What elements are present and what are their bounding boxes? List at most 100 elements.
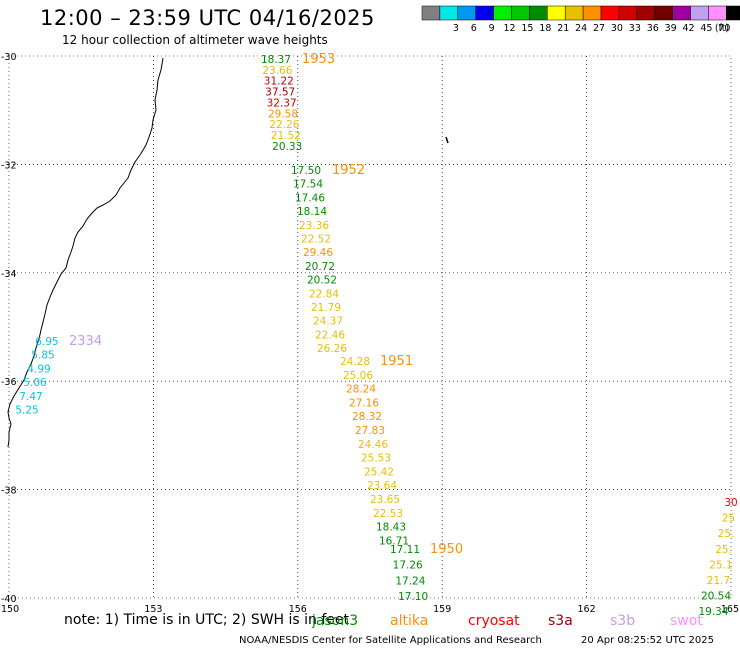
- wave-height-value: 25.: [718, 528, 735, 540]
- footer-note: note: 1) Time is in UTC; 2) SWH is in fe…: [64, 612, 350, 628]
- legend-swatch: [726, 5, 740, 21]
- wave-height-value: 20.52: [307, 275, 337, 287]
- wave-height-value: 5.85: [31, 350, 54, 362]
- legend-tick-label: 70: [718, 23, 730, 34]
- wave-height-value: 17.50: [291, 165, 321, 177]
- small-island: [445, 136, 449, 144]
- legend-swatch: [421, 5, 441, 21]
- wave-height-value: 23.64: [367, 480, 397, 492]
- wave-height-value: 21.79: [311, 302, 341, 314]
- wave-height-value: 23.65: [370, 494, 400, 506]
- wave-height-value: 18.14: [297, 206, 327, 218]
- satellite-s3b: s3b: [610, 613, 636, 629]
- chart-title: 12:00 – 23:59 UTC 04/16/2025: [40, 6, 375, 30]
- latitude-tick-label: -34: [1, 269, 17, 280]
- legend-swatch: [636, 5, 655, 21]
- legend-unit: (ft): [715, 23, 729, 34]
- wave-height-value: 23.36: [299, 220, 329, 232]
- wave-height-value: 30: [724, 497, 737, 509]
- legend-tick-label: 39: [665, 23, 677, 34]
- wave-height-value: 17.54: [293, 179, 323, 191]
- wave-height-value: 21.52: [271, 130, 301, 142]
- wave-height-value: 23.66: [262, 65, 292, 77]
- chart-subtitle: 12 hour collection of altimeter wave hei…: [62, 33, 328, 47]
- wave-height-value: 25.: [715, 544, 732, 556]
- legend-tick-label: 15: [521, 23, 533, 34]
- wave-height-value: 27.16: [349, 397, 379, 409]
- legend-swatch: [529, 5, 548, 21]
- wave-height-value: 25: [722, 513, 735, 525]
- satellite-jason3: jason3: [312, 613, 359, 629]
- legend-swatch: [582, 5, 602, 21]
- legend-swatch: [564, 5, 584, 21]
- wave-height-value: 20.33: [272, 141, 302, 153]
- legend-tick-label: 21: [557, 23, 569, 34]
- longitude-tick-label: 156: [289, 604, 307, 615]
- wave-height-value: 16.71: [379, 535, 409, 547]
- wave-height-value: 29.46: [303, 247, 333, 259]
- satellite-s3a: s3a: [548, 613, 573, 629]
- latitude-tick-label: -40: [1, 594, 17, 605]
- wave-height-value: 26.26: [317, 343, 347, 355]
- wave-height-value: 21.7: [707, 575, 730, 587]
- satellite-altika: altika: [390, 613, 429, 629]
- legend-swatch: [493, 5, 512, 21]
- credit-line: NOAA/NESDIS Center for Satellite Applica…: [239, 635, 542, 646]
- wave-height-value: 29.58: [268, 108, 298, 120]
- legend-swatch: [511, 5, 530, 21]
- legend-tick-label: 12: [504, 23, 516, 34]
- wave-height-value: 27.83: [355, 425, 385, 437]
- legend-swatch: [672, 5, 691, 21]
- pass-number: 2334: [69, 334, 102, 349]
- legend-swatch: [618, 5, 638, 21]
- legend-tick-label: 18: [539, 23, 551, 34]
- pass-labels: 1953 1952 1951 1950 2334: [69, 52, 463, 557]
- legend-tick-label: 6: [471, 23, 477, 34]
- latitude-tick-label: -30: [1, 52, 17, 63]
- longitude-tick-label: 165: [721, 604, 739, 615]
- wave-height-value: 31.22: [264, 76, 294, 88]
- legend-tick-label: 3: [453, 23, 459, 34]
- wave-height-value: 20.54: [701, 591, 731, 603]
- wave-height-value: 19.34: [698, 606, 728, 618]
- pass-number: 1953: [302, 52, 335, 67]
- latitude-tick-label: -38: [1, 486, 17, 497]
- pass-number: 1952: [332, 163, 365, 178]
- wave-height-value: 22.52: [301, 234, 331, 246]
- wave-height-value: 17.10: [398, 591, 428, 603]
- wave-height-value: 18.37: [261, 54, 291, 66]
- island-mark: [445, 136, 449, 144]
- wave-height-value: 5.06: [23, 377, 47, 389]
- longitude-tick-label: 162: [578, 604, 596, 615]
- wave-height-value: 18.43: [376, 522, 406, 534]
- satellite-swot: swot: [670, 613, 703, 629]
- legend-swatch: [439, 5, 459, 21]
- wave-height-value: 28.24: [346, 384, 376, 396]
- legend-swatch: [547, 5, 566, 21]
- wave-height-value: 25.42: [364, 466, 394, 478]
- wave-height-value: 28.32: [352, 411, 382, 423]
- wave-height-value: 25.06: [343, 370, 373, 382]
- wave-height-value: 5.25: [15, 405, 38, 417]
- legend-tick-label: 33: [629, 23, 641, 34]
- longitude-tick-label: 159: [433, 604, 451, 615]
- legend-swatch: [457, 5, 476, 21]
- wave-height-value: 22.53: [373, 508, 403, 520]
- legend-tick-label: 30: [611, 23, 623, 34]
- longitude-tick-label: 153: [144, 604, 162, 615]
- wave-height-value: 25.1: [709, 559, 732, 571]
- pass-values: 18.3723.6631.2237.5732.3729.5822.2621.52…: [15, 54, 737, 618]
- pass-number: 1951: [380, 354, 413, 369]
- satellite-cryosat: cryosat: [468, 613, 520, 629]
- legend-tick-label: 42: [683, 23, 695, 34]
- wave-height-value: 24.46: [358, 439, 388, 451]
- wave-height-value: 20.72: [305, 261, 335, 273]
- legend-swatch: [654, 5, 673, 21]
- wave-height-value: 24.37: [313, 316, 343, 328]
- legend-tick-label: 9: [489, 23, 495, 34]
- map-frame: [8, 55, 732, 599]
- wave-height-value: 22.26: [269, 119, 299, 131]
- wave-height-value: 7.47: [19, 391, 42, 403]
